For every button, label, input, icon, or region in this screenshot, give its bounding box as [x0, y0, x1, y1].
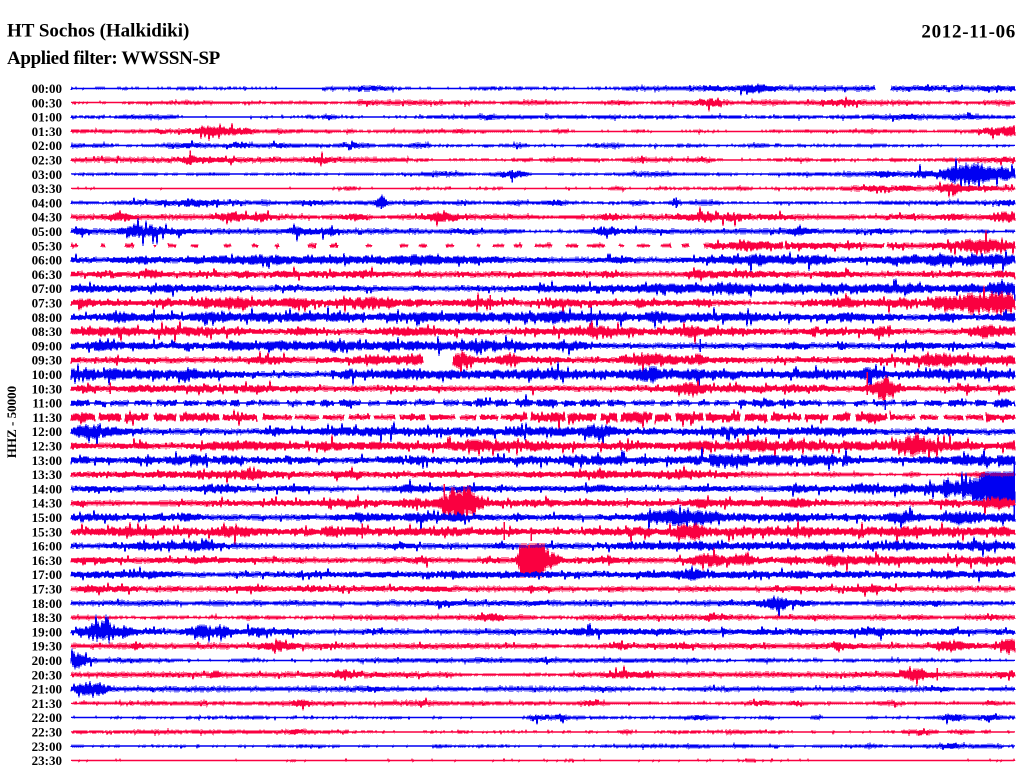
svg-text:05:00: 05:00 — [32, 224, 62, 239]
svg-text:Applied filter: WWSSN-SP: Applied filter: WWSSN-SP — [7, 48, 221, 69]
svg-text:12:30: 12:30 — [32, 439, 62, 454]
svg-text:2012-11-06: 2012-11-06 — [921, 22, 1016, 43]
svg-text:13:30: 13:30 — [32, 467, 62, 482]
svg-text:11:30: 11:30 — [32, 410, 62, 425]
svg-text:17:00: 17:00 — [32, 567, 62, 582]
svg-text:16:00: 16:00 — [32, 539, 62, 554]
svg-text:14:00: 14:00 — [32, 481, 62, 496]
svg-text:04:00: 04:00 — [32, 195, 62, 210]
svg-text:21:30: 21:30 — [32, 696, 62, 711]
svg-text:12:00: 12:00 — [32, 424, 62, 439]
svg-text:00:00: 00:00 — [32, 81, 62, 96]
svg-text:11:00: 11:00 — [32, 396, 62, 411]
svg-text:08:30: 08:30 — [32, 324, 62, 339]
svg-text:20:30: 20:30 — [32, 667, 62, 682]
svg-text:22:00: 22:00 — [32, 710, 62, 725]
svg-text:00:30: 00:30 — [32, 95, 62, 110]
svg-text:23:30: 23:30 — [32, 753, 62, 768]
svg-text:17:30: 17:30 — [32, 582, 62, 597]
svg-text:16:30: 16:30 — [32, 553, 62, 568]
svg-text:23:00: 23:00 — [32, 739, 62, 754]
svg-text:15:30: 15:30 — [32, 524, 62, 539]
svg-text:10:30: 10:30 — [32, 381, 62, 396]
svg-text:05:30: 05:30 — [32, 238, 62, 253]
svg-text:10:00: 10:00 — [32, 367, 62, 382]
svg-text:15:00: 15:00 — [32, 510, 62, 525]
svg-text:04:30: 04:30 — [32, 210, 62, 225]
svg-text:03:30: 03:30 — [32, 181, 62, 196]
svg-text:02:30: 02:30 — [32, 153, 62, 168]
svg-text:01:30: 01:30 — [32, 124, 62, 139]
svg-text:20:00: 20:00 — [32, 653, 62, 668]
svg-text:HT Sochos (Halkidiki): HT Sochos (Halkidiki) — [7, 21, 189, 42]
svg-text:02:00: 02:00 — [32, 138, 62, 153]
svg-text:07:30: 07:30 — [32, 296, 62, 311]
svg-text:01:00: 01:00 — [32, 110, 62, 125]
svg-text:06:30: 06:30 — [32, 267, 62, 282]
svg-text:03:00: 03:00 — [32, 167, 62, 182]
svg-text:14:30: 14:30 — [32, 496, 62, 511]
svg-text:08:00: 08:00 — [32, 310, 62, 325]
svg-text:06:00: 06:00 — [32, 253, 62, 268]
svg-text:13:00: 13:00 — [32, 453, 62, 468]
svg-text:19:00: 19:00 — [32, 624, 62, 639]
svg-text:18:30: 18:30 — [32, 610, 62, 625]
svg-text:07:00: 07:00 — [32, 281, 62, 296]
svg-text:21:00: 21:00 — [32, 682, 62, 697]
svg-text:HHZ - 50000: HHZ - 50000 — [4, 386, 19, 458]
svg-text:18:00: 18:00 — [32, 596, 62, 611]
svg-text:09:00: 09:00 — [32, 338, 62, 353]
svg-text:22:30: 22:30 — [32, 725, 62, 740]
svg-text:19:30: 19:30 — [32, 639, 62, 654]
svg-text:09:30: 09:30 — [32, 353, 62, 368]
